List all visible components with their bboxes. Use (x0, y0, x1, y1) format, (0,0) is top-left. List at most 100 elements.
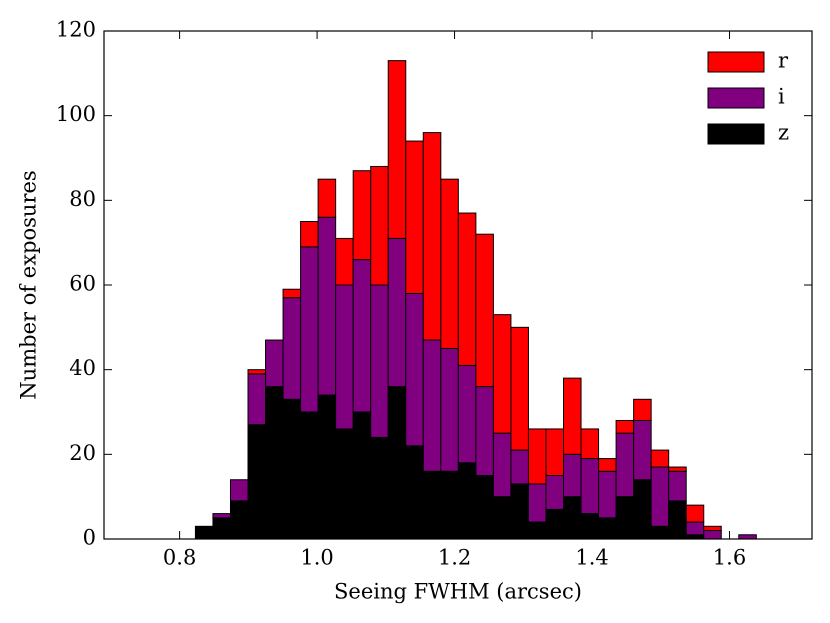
bar-segment (317, 178, 337, 218)
bar-segment (300, 411, 319, 540)
bar-segment (440, 348, 459, 472)
bar-segment (615, 496, 635, 540)
bar-segment (545, 475, 565, 510)
bar-segment (422, 470, 442, 540)
bar-segment (615, 419, 635, 434)
bar-segment (510, 326, 529, 451)
y-axis-label: Number of exposures (17, 170, 41, 399)
bar-segment (265, 339, 284, 388)
y-tick-label: 100 (56, 102, 96, 126)
bar-segment (405, 292, 424, 447)
bar-segment (247, 424, 267, 540)
bar-segment (300, 221, 319, 248)
bar-segment (685, 504, 705, 523)
bar-segment (335, 428, 354, 540)
y-tick-label: 20 (69, 441, 96, 465)
bar-segment (282, 297, 302, 400)
bar-segment (668, 466, 687, 472)
bar-segment (212, 513, 231, 519)
bar-segment (668, 470, 687, 502)
bar-segment (650, 449, 670, 468)
bar-segment (387, 237, 407, 388)
bar-segment (527, 483, 547, 523)
bar-segment (352, 259, 372, 413)
bar-segment (492, 432, 512, 498)
bar-segment (685, 521, 705, 536)
legend-swatch (707, 51, 765, 73)
bar-segment (422, 132, 442, 341)
bar-segment (370, 165, 389, 286)
bar-segment (317, 216, 337, 396)
bar-segment (527, 521, 547, 540)
bar-segment (265, 386, 284, 540)
x-axis-label: Seeing FWHM (arcsec) (334, 580, 582, 604)
bar-segment (317, 394, 337, 540)
x-tick-label: 1.4 (575, 546, 608, 570)
bar-segment (633, 398, 652, 421)
bar-segment (598, 517, 617, 540)
bar-segment (387, 386, 407, 540)
bar-segment (545, 428, 565, 476)
bar-segment (352, 170, 372, 261)
bar-segment (668, 500, 687, 540)
bar-segment (229, 479, 249, 502)
bar-segment (633, 419, 652, 481)
x-tick-label: 0.8 (163, 546, 196, 570)
bar-segment (247, 369, 267, 375)
bar-segment (492, 496, 512, 540)
bar-segment (335, 237, 354, 286)
bar-segment (580, 428, 600, 460)
bar-segment (633, 479, 652, 540)
bar-segment (475, 475, 494, 540)
bar-segment (370, 436, 389, 540)
x-tick-label: 1.6 (713, 546, 746, 570)
bar-segment (475, 233, 494, 388)
bar-segment (510, 449, 529, 485)
bar-segment (738, 534, 757, 540)
bar-segment (475, 386, 494, 477)
bar-segment (563, 377, 582, 455)
bar-segment (405, 445, 424, 540)
bar-segment (457, 462, 477, 540)
bar-segment (563, 496, 582, 540)
bar-segment (194, 525, 214, 540)
bar-segment (440, 178, 459, 349)
y-tick-label: 60 (69, 272, 96, 296)
bar-segment (457, 212, 477, 366)
bar-segment (650, 525, 670, 540)
x-tick-label: 1.0 (300, 546, 333, 570)
bar-segment (335, 284, 354, 430)
y-tick-label: 120 (56, 18, 96, 42)
bar-segment (212, 517, 231, 540)
bar-segment (563, 453, 582, 498)
legend-label: z (778, 121, 789, 145)
legend-label: r (778, 49, 789, 73)
bar-segment (703, 525, 722, 532)
legend-swatch (707, 87, 765, 109)
bar-segment (370, 284, 389, 438)
bar-segment (405, 140, 424, 294)
bar-segment (492, 314, 512, 434)
bar-segment (580, 513, 600, 540)
bar-segment (650, 466, 670, 527)
bar-segment (352, 411, 372, 540)
x-tick-label: 1.2 (438, 546, 471, 570)
y-tick-label: 80 (69, 187, 96, 211)
y-tick-label: 0 (83, 526, 96, 550)
bar-segment (598, 458, 617, 472)
bar-segment (300, 246, 319, 413)
bar-segment (580, 458, 600, 515)
bar-segment (510, 483, 529, 540)
bar-segment (282, 398, 302, 540)
bar-segment (440, 470, 459, 540)
bar-segment (598, 470, 617, 519)
bar-segment (247, 373, 267, 426)
y-tick-label: 40 (69, 356, 96, 380)
legend-label: i (778, 85, 785, 109)
bar-segment (703, 530, 722, 540)
bar-segment (457, 364, 477, 464)
bar-segment (387, 60, 407, 239)
bar-segment (615, 432, 635, 498)
bar-segment (422, 339, 442, 472)
